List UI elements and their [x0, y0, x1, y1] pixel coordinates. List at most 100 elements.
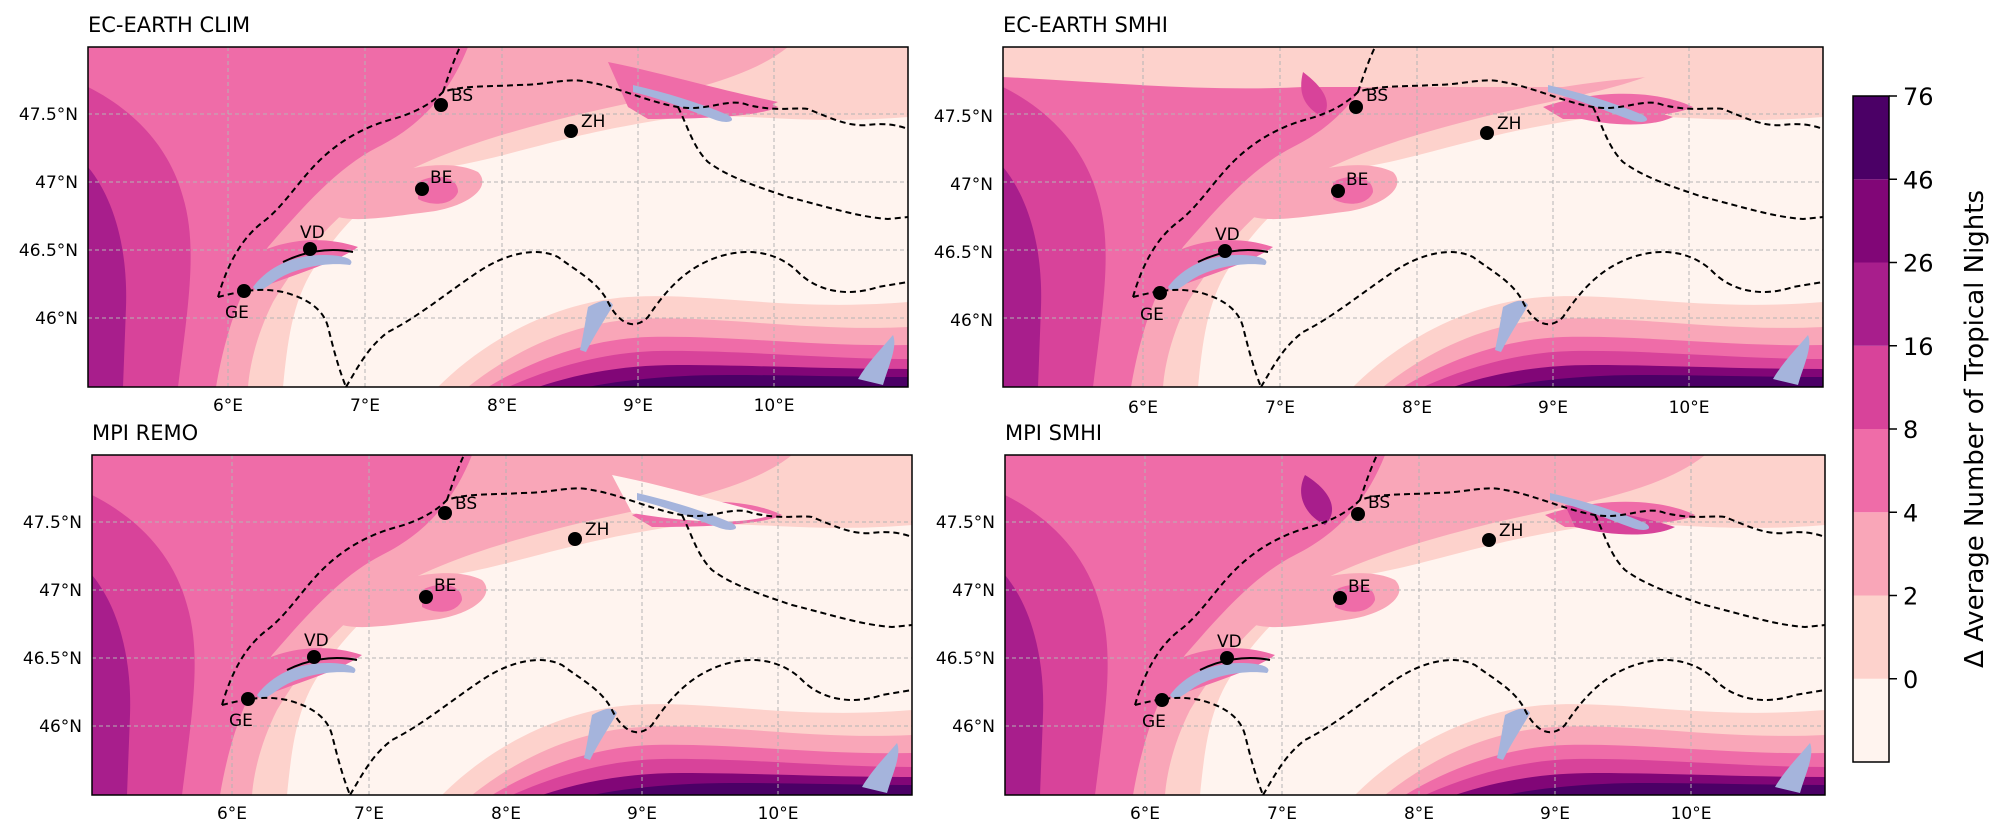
city-label: GE: [229, 711, 253, 731]
panel-title: EC-EARTH SMHI: [1003, 13, 1168, 37]
lon-tick-label: 7°E: [354, 804, 384, 820]
lat-tick-label: 47°N: [39, 581, 82, 601]
colorbar-tick-label: 26: [1903, 250, 1934, 278]
panel-mpi-smhi: MPI SMHI BS ZH BE VD GE 47.5°N 47°N: [936, 421, 1826, 824]
city-label: BS: [1366, 86, 1388, 106]
city-label: ZH: [1499, 521, 1523, 541]
city-markers: BS ZH BE VD GE: [1142, 493, 1523, 732]
city-label: BS: [455, 494, 477, 514]
lat-tick-label: 47°N: [952, 581, 995, 601]
lat-tick-label: 46°N: [39, 717, 82, 737]
panel-ec-earth-smhi: EC-EARTH SMHI BS ZH BE VD GE 47.5°N: [934, 13, 1824, 418]
panel-title: MPI REMO: [92, 421, 198, 445]
city-label: VD: [300, 223, 325, 243]
lon-tick-label: 7°E: [1265, 398, 1295, 418]
lat-tick-label: 46°N: [952, 717, 995, 737]
lat-tick-label: 47.5°N: [19, 105, 78, 125]
lon-tick-label: 9°E: [1540, 804, 1570, 820]
lon-tick-label: 6°E: [213, 396, 243, 416]
city-label: BE: [434, 576, 456, 596]
colorbar-swatches: [1853, 96, 1889, 762]
colorbar-tick-label: 46: [1903, 166, 1934, 194]
colorbar-swatch: [1853, 512, 1889, 596]
colorbar-tick-label: 2: [1903, 583, 1918, 611]
lon-tick-labels: 6°E 7°E 8°E 9°E 10°E: [217, 804, 798, 824]
lat-tick-label: 46.5°N: [23, 649, 82, 669]
city-label: ZH: [585, 520, 609, 540]
city-label: GE: [225, 303, 249, 323]
lon-tick-label: 8°E: [487, 396, 517, 416]
city-label: GE: [1142, 712, 1166, 732]
lat-tick-labels: 47.5°N 47°N 46.5°N 46°N: [19, 105, 78, 329]
city-label: ZH: [1497, 114, 1521, 134]
panel-title: MPI SMHI: [1005, 421, 1102, 445]
colorbar-swatch: [1853, 262, 1889, 346]
lon-tick-label: 9°E: [627, 804, 657, 820]
lat-tick-labels: 47.5°N 47°N 46.5°N 46°N: [934, 107, 993, 331]
city-marker: [307, 650, 321, 664]
lon-tick-label: 9°E: [1538, 398, 1568, 418]
map-area: [91, 454, 913, 796]
city-label: VD: [1217, 632, 1242, 652]
lon-tick-label: 7°E: [350, 396, 380, 416]
lat-tick-label: 47.5°N: [936, 513, 995, 533]
lon-tick-label: 8°E: [491, 804, 521, 820]
city-label: BE: [430, 168, 452, 188]
map-area: [1002, 46, 1824, 388]
city-label: VD: [1215, 225, 1240, 245]
colorbar-swatch: [1853, 429, 1889, 513]
city-marker: [1220, 651, 1234, 665]
lat-tick-label: 47.5°N: [23, 513, 82, 533]
city-marker: [419, 590, 433, 604]
lat-tick-label: 46.5°N: [934, 243, 993, 263]
lat-tick-label: 46°N: [35, 309, 78, 329]
lon-tick-label: 10°E: [1669, 398, 1710, 418]
colorbar-swatch: [1853, 345, 1889, 429]
city-marker: [1155, 693, 1169, 707]
city-marker: [1331, 184, 1345, 198]
colorbar-tick-label: 0: [1903, 666, 1918, 694]
map-area: [1004, 454, 1826, 796]
city-markers: BS ZH BE VD GE: [225, 86, 605, 323]
city-marker: [564, 124, 578, 138]
colorbar-tick-label: 8: [1903, 416, 1918, 444]
colorbar: 76 46 26 16 8 4 2 0 Δ Average Number of Tropica…: [1852, 83, 1990, 763]
city-label: BE: [1348, 577, 1370, 597]
panel-mpi-remo: MPI REMO BS ZH BE VD GE 47.5°N 47°N 46.5…: [23, 421, 913, 824]
city-marker: [415, 182, 429, 196]
city-markers: BS ZH BE VD GE: [1140, 86, 1521, 325]
colorbar-tick-label: 76: [1903, 83, 1934, 111]
colorbar-ticks: 76 46 26 16 8 4 2 0: [1889, 83, 1934, 694]
city-label: GE: [1140, 305, 1164, 325]
city-marker: [1153, 286, 1167, 300]
lon-tick-labels: 6°E 7°E 8°E 9°E 10°E: [1130, 804, 1712, 824]
lon-tick-label: 10°E: [1671, 804, 1712, 820]
city-marker: [241, 692, 255, 706]
lon-tick-label: 10°E: [754, 396, 795, 416]
colorbar-swatch: [1853, 96, 1889, 180]
lon-tick-label: 8°E: [1404, 804, 1434, 820]
lat-tick-label: 47.5°N: [934, 107, 993, 127]
colorbar-swatch: [1853, 595, 1889, 679]
city-marker: [1333, 591, 1347, 605]
lon-tick-label: 9°E: [623, 396, 653, 416]
colorbar-label: Δ Average Number of Tropical Nights: [1960, 190, 1990, 668]
lon-tick-label: 6°E: [217, 804, 247, 820]
lat-tick-label: 46°N: [950, 311, 993, 331]
city-marker: [568, 532, 582, 546]
city-label: ZH: [581, 112, 605, 132]
city-label: BS: [1368, 493, 1390, 513]
city-marker: [1351, 507, 1365, 521]
lon-tick-labels: 6°E 7°E 8°E 9°E 10°E: [213, 396, 794, 416]
colorbar-tick-label: 16: [1903, 333, 1934, 361]
lon-tick-label: 7°E: [1267, 804, 1297, 820]
city-marker: [1349, 100, 1363, 114]
lon-tick-labels: 6°E 7°E 8°E 9°E 10°E: [1128, 398, 1709, 418]
city-marker: [303, 242, 317, 256]
city-label: BE: [1346, 170, 1368, 190]
lon-tick-label: 6°E: [1128, 398, 1158, 418]
colorbar-tick-label: 4: [1903, 499, 1918, 527]
lat-tick-labels: 47.5°N 47°N 46.5°N 46°N: [936, 513, 995, 737]
lat-tick-labels: 47.5°N 47°N 46.5°N 46°N: [23, 513, 82, 737]
